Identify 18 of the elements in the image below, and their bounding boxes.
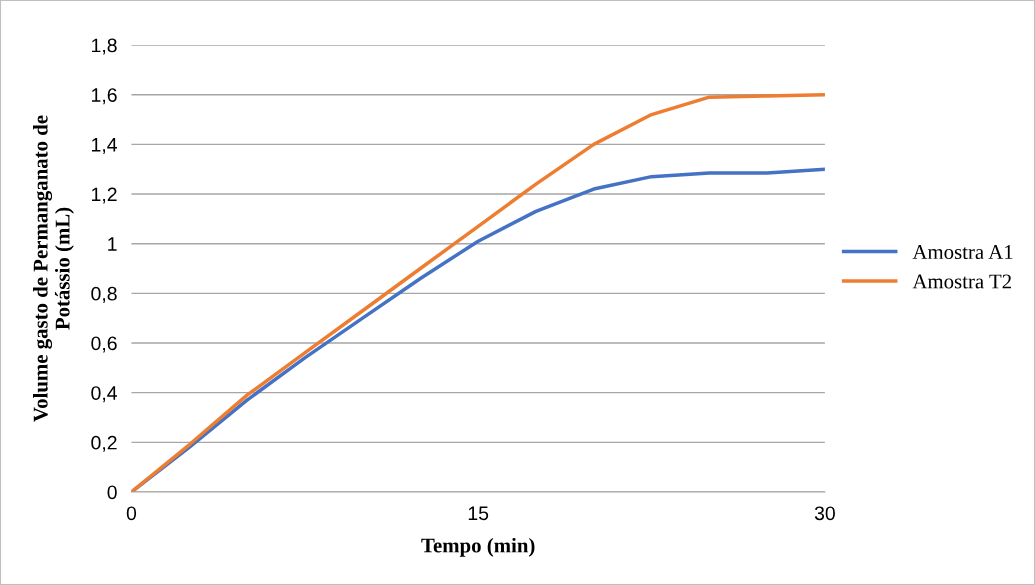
y-tick-label: 1,4 xyxy=(92,138,117,154)
legend-label: Amostra A1 xyxy=(912,245,1013,260)
y-tick-label: 1,2 xyxy=(92,187,117,204)
y-tick-label: 1,8 xyxy=(92,38,117,55)
y-axis-title: Volume gasto de Permanganato de Potássio (mL) xyxy=(33,115,74,422)
x-tick-label: 0 xyxy=(126,506,137,521)
y-tick-label: 1,6 xyxy=(92,88,117,105)
y-tick-label: 0,2 xyxy=(91,435,117,452)
y-tick-label: 0,8 xyxy=(91,286,117,303)
line-series xyxy=(131,92,825,492)
x-tick-label: 15 xyxy=(468,506,489,521)
y-tick-label: 0,6 xyxy=(91,336,117,353)
y-tick-label: 0 xyxy=(107,485,117,500)
legend-label: Amostra T2 xyxy=(912,274,1011,289)
y-tick-label: 0,4 xyxy=(91,386,117,403)
x-tick-label: 30 xyxy=(814,506,835,521)
x-axis-title: Tempo (min) xyxy=(421,537,535,557)
y-tick-label: 1 xyxy=(108,237,117,251)
